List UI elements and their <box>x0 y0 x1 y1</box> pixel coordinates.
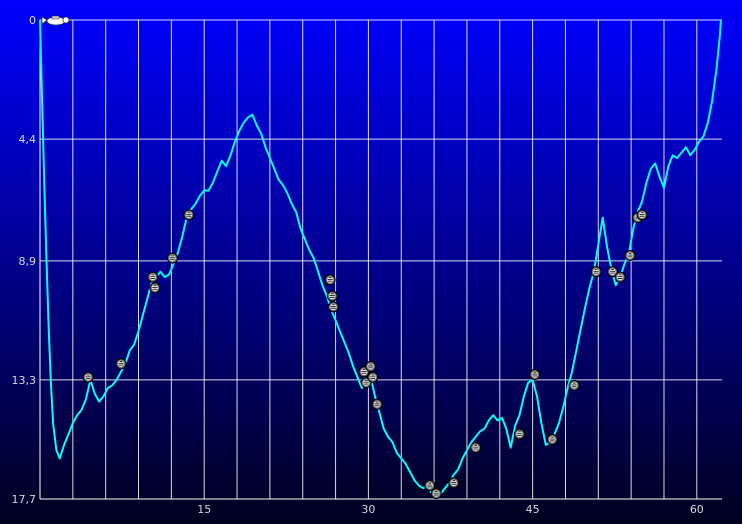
photo-badge-icon <box>82 371 94 383</box>
diver-icon <box>41 15 70 26</box>
x-tick-label: 60 <box>690 503 704 516</box>
photo-badge-icon <box>624 249 636 261</box>
photo-badge-icon <box>470 442 482 454</box>
photo-badge-icon <box>371 398 383 410</box>
y-tick-label: 13,3 <box>12 374 37 387</box>
photo-badge-icon <box>115 358 127 370</box>
grid-lines <box>39 19 722 500</box>
photo-badge-icon <box>590 266 602 278</box>
photo-badge-icon <box>326 290 338 302</box>
photo-badge-icon <box>149 282 161 294</box>
y-axis-tick-labels: 0 4,4 8,9 13,3 17,7 <box>12 14 37 506</box>
photo-badge-icon <box>367 371 379 383</box>
photo-badge-icon <box>430 488 442 500</box>
y-tick-label: 17,7 <box>12 493 37 506</box>
photo-badge-icon <box>183 209 195 221</box>
x-axis-tick-labels: 15 30 45 60 <box>197 503 704 516</box>
photo-badge-icon <box>448 477 460 489</box>
y-tick-label: 4,4 <box>19 133 37 146</box>
y-tick-label: 0 <box>29 14 36 27</box>
photo-badge-icon <box>529 369 541 381</box>
photo-badge-icon <box>614 271 626 283</box>
y-tick-label: 8,9 <box>19 255 37 268</box>
photo-badge-icon <box>636 209 648 221</box>
photo-badge-icon <box>424 479 436 491</box>
photo-badge-icon <box>513 428 525 440</box>
photo-badge-icon <box>365 360 377 372</box>
photo-badge-icon <box>546 433 558 445</box>
photo-badge-icon <box>147 271 159 283</box>
depth-profile-line <box>39 19 722 498</box>
photo-badge-icon <box>327 301 339 313</box>
photo-badge-icon <box>324 274 336 286</box>
photo-badge-icon <box>568 379 580 391</box>
x-tick-label: 30 <box>361 503 375 516</box>
x-tick-label: 45 <box>526 503 540 516</box>
photo-badge-icon <box>166 252 178 264</box>
x-tick-label: 15 <box>197 503 211 516</box>
